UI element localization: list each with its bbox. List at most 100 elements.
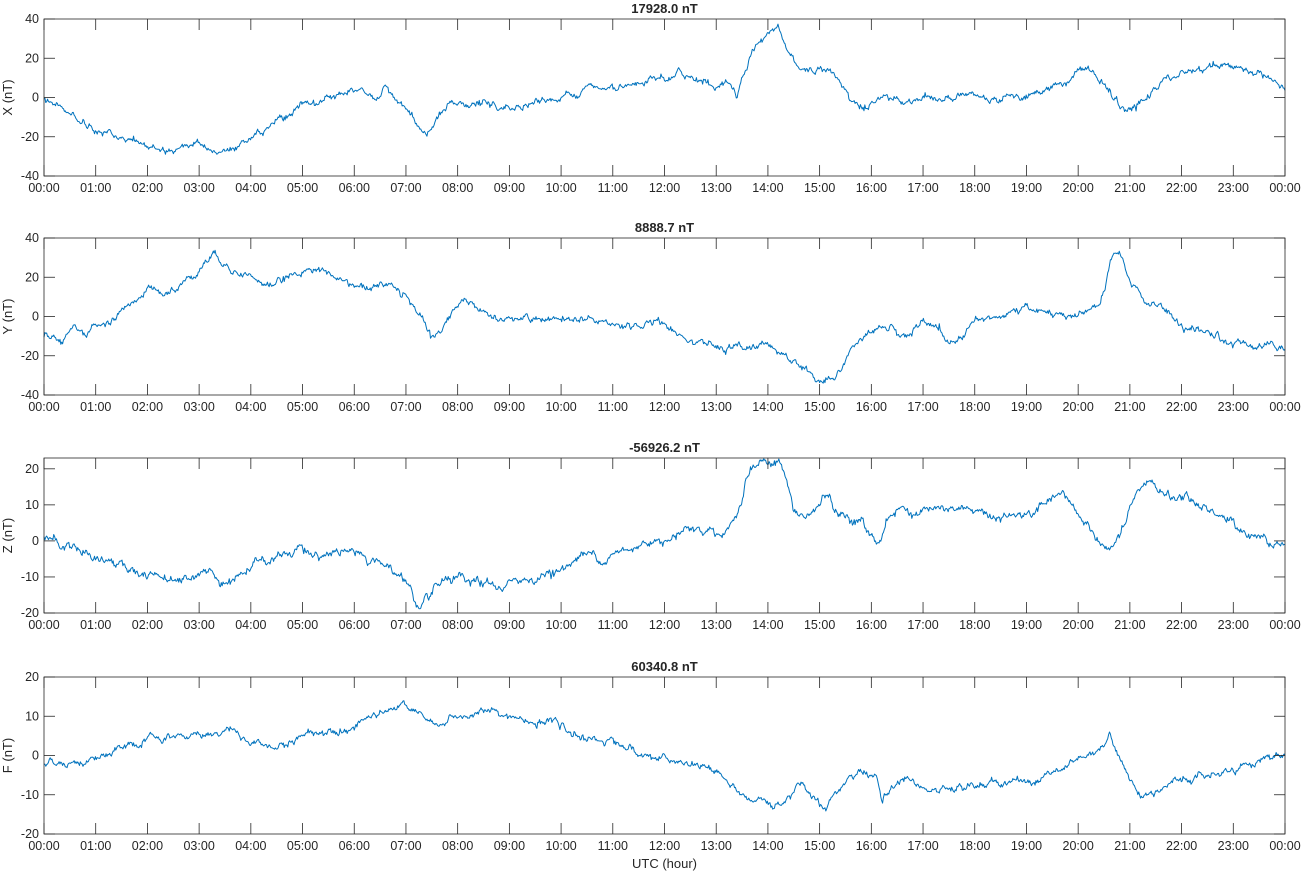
x-tick-label: 23:00 [1218, 618, 1249, 632]
x-tick-label: 02:00 [132, 181, 163, 195]
x-tick-label: 08:00 [442, 839, 473, 853]
x-tick-label: 18:00 [959, 181, 990, 195]
y-tick-label: 20 [25, 51, 39, 65]
y-tick-label: 0 [32, 91, 39, 105]
x-tick-label: 19:00 [1011, 839, 1042, 853]
x-tick-label: 16:00 [856, 400, 887, 414]
x-tick-label: 14:00 [752, 618, 783, 632]
x-tick-label: 14:00 [752, 181, 783, 195]
y-tick-label: 10 [25, 498, 39, 512]
panel-0: 17928.0 nT 00:00 01:00 02:00 03:00 04:00 05:00… [0, 1, 1301, 195]
x-tick-label: 10:00 [545, 839, 576, 853]
x-tick-label: 23:00 [1218, 181, 1249, 195]
x-tick-label: 03:00 [183, 181, 214, 195]
x-axis-label: UTC (hour) [632, 856, 697, 871]
series-line [43, 458, 1286, 610]
x-tick-label: 10:00 [545, 400, 576, 414]
x-tick-label: 14:00 [752, 839, 783, 853]
x-tick-label: 20:00 [1063, 181, 1094, 195]
x-tick-label: 19:00 [1011, 400, 1042, 414]
x-tick-label: 14:00 [752, 400, 783, 414]
y-tick-label: 0 [32, 749, 39, 763]
x-tick-label: 07:00 [390, 839, 421, 853]
y-tick-label: 20 [25, 462, 39, 476]
x-tick-label: 12:00 [649, 839, 680, 853]
x-tick-label: 21:00 [1114, 400, 1145, 414]
panel-title: -56926.2 nT [629, 440, 700, 455]
y-tick-label: 10 [25, 709, 39, 723]
x-tick-label: 22:00 [1166, 181, 1197, 195]
x-tick-label: 10:00 [545, 181, 576, 195]
panel-1: 8888.7 nT 00:00 01:00 02:00 03:00 04:00 05:00 0… [0, 220, 1301, 414]
x-tick-label: 07:00 [390, 618, 421, 632]
x-tick-label: 05:00 [287, 400, 318, 414]
y-tick-label: 40 [25, 231, 39, 245]
x-tick-label: 00:00 [1269, 839, 1300, 853]
x-tick-label: 02:00 [132, 400, 163, 414]
x-tick-label: 00:00 [28, 839, 59, 853]
x-tick-label: 15:00 [804, 400, 835, 414]
y-tick-label: -20 [21, 130, 39, 144]
y-tick-label: 20 [25, 670, 39, 684]
x-tick-label: 00:00 [1269, 400, 1300, 414]
x-tick-label: 16:00 [856, 618, 887, 632]
x-tick-label: 11:00 [598, 839, 628, 853]
x-tick-label: 21:00 [1114, 618, 1145, 632]
x-tick-label: 08:00 [442, 400, 473, 414]
y-axis-label: Z (nT) [0, 518, 15, 553]
x-tick-label: 05:00 [287, 839, 318, 853]
x-tick-label: 20:00 [1063, 400, 1094, 414]
panel-2: -56926.2 nT 00:00 01:00 02:00 03:00 04:00 05:0… [0, 440, 1301, 632]
y-tick-label: -40 [21, 388, 39, 402]
panel-title: 8888.7 nT [635, 220, 694, 235]
x-tick-label: 19:00 [1011, 618, 1042, 632]
plot-box [43, 18, 1286, 177]
x-tick-label: 06:00 [339, 839, 370, 853]
x-tick-label: 00:00 [28, 400, 59, 414]
y-tick-label: -10 [21, 570, 39, 584]
x-tick-label: 15:00 [804, 839, 835, 853]
x-tick-label: 09:00 [494, 400, 525, 414]
x-tick-label: 15:00 [804, 181, 835, 195]
x-tick-label: 12:00 [649, 400, 680, 414]
x-tick-label: 11:00 [598, 618, 628, 632]
x-tick-label: 09:00 [494, 181, 525, 195]
x-tick-label: 12:00 [649, 618, 680, 632]
x-tick-label: 15:00 [804, 618, 835, 632]
x-tick-label: 00:00 [28, 618, 59, 632]
x-tick-label: 12:00 [649, 181, 680, 195]
x-tick-label: 17:00 [907, 618, 938, 632]
x-tick-label: 16:00 [856, 839, 887, 853]
x-tick-label: 04:00 [235, 839, 266, 853]
x-tick-label: 04:00 [235, 618, 266, 632]
x-tick-label: 02:00 [132, 839, 163, 853]
series-line [43, 249, 1286, 384]
y-tick-label: 0 [32, 310, 39, 324]
x-tick-label: 06:00 [339, 181, 370, 195]
x-tick-label: 21:00 [1114, 181, 1145, 195]
y-axis-label: X (nT) [0, 79, 15, 115]
panel-title: 60340.8 nT [631, 659, 698, 674]
x-tick-label: 01:00 [80, 618, 111, 632]
x-tick-label: 22:00 [1166, 400, 1197, 414]
x-tick-label: 03:00 [183, 839, 214, 853]
x-tick-label: 01:00 [80, 400, 111, 414]
x-tick-label: 19:00 [1011, 181, 1042, 195]
x-tick-label: 08:00 [442, 618, 473, 632]
x-tick-label: 18:00 [959, 618, 990, 632]
panel-title: 17928.0 nT [631, 1, 698, 16]
x-tick-label: 13:00 [701, 839, 732, 853]
x-tick-label: 06:00 [339, 618, 370, 632]
y-axis-label: F (nT) [0, 738, 15, 773]
plot-box [43, 237, 1286, 396]
x-tick-label: 00:00 [1269, 181, 1300, 195]
y-tick-label: 20 [25, 270, 39, 284]
y-tick-label: -20 [21, 827, 39, 841]
x-tick-label: 00:00 [1269, 618, 1300, 632]
x-tick-label: 23:00 [1218, 839, 1249, 853]
x-tick-label: 18:00 [959, 839, 990, 853]
x-tick-label: 02:00 [132, 618, 163, 632]
x-tick-label: 04:00 [235, 181, 266, 195]
x-tick-label: 04:00 [235, 400, 266, 414]
